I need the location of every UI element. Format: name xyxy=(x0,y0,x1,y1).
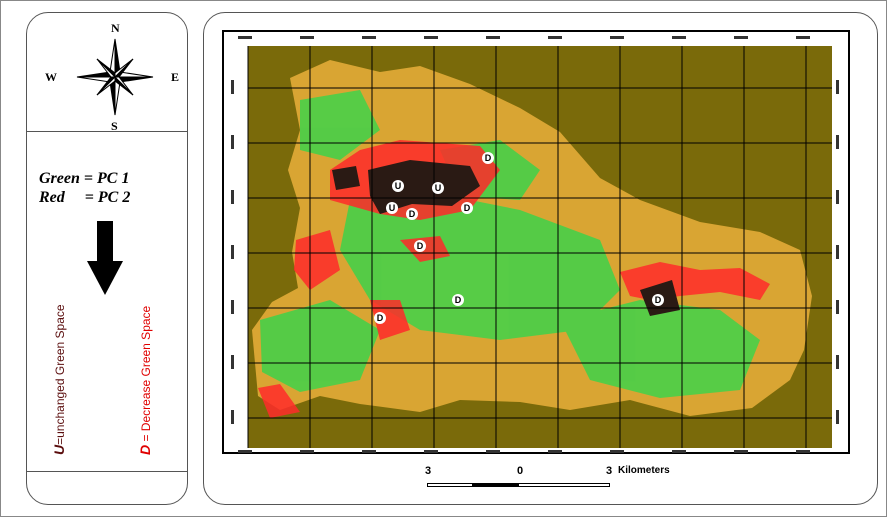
svg-text:D: D xyxy=(409,209,416,219)
compass-rose-icon xyxy=(76,38,154,116)
svg-text:U: U xyxy=(395,181,402,191)
pc-legend: Green = PC 1 Red = PC 2 xyxy=(39,169,130,207)
legend-divider-top xyxy=(27,131,187,132)
svg-text:U: U xyxy=(389,203,396,213)
green-value: = PC 1 xyxy=(83,170,130,187)
scale-segment-3 xyxy=(518,483,610,487)
unchanged-marker-3: U xyxy=(432,182,444,194)
compass-east-label: E xyxy=(171,70,180,84)
red-key: Red xyxy=(39,189,65,206)
decrease-marker-3: D xyxy=(461,202,473,214)
pc2-legend-row: Red = PC 2 xyxy=(39,188,130,207)
compass-south-label: S xyxy=(111,119,118,133)
scale-unit-label: Kilometers xyxy=(618,465,670,476)
scale-bar: 3 0 3 Kilometers xyxy=(425,465,670,495)
svg-text:D: D xyxy=(377,313,384,323)
scale-segment-1 xyxy=(427,483,473,487)
down-arrow-icon xyxy=(87,221,123,295)
svg-text:D: D xyxy=(485,153,492,163)
compass-west-label: W xyxy=(45,70,57,84)
red-value: = PC 2 xyxy=(84,189,131,206)
svg-text:D: D xyxy=(464,203,471,213)
classified-map: U U U D D D D D D D xyxy=(231,36,839,453)
decrease-marker-1: D xyxy=(482,152,494,164)
decrease-marker-5: D xyxy=(452,294,464,306)
scale-center-label: 0 xyxy=(517,465,524,477)
decrease-marker-6: D xyxy=(374,312,386,324)
green-key: Green xyxy=(39,170,80,187)
scale-left-label: 3 xyxy=(425,465,432,477)
unchanged-marker-1: U xyxy=(392,180,404,192)
svg-text:D: D xyxy=(655,295,662,305)
decrease-marker-4: D xyxy=(414,240,426,252)
decrease-marker-7: D xyxy=(652,294,664,306)
svg-text:D: D xyxy=(417,241,424,251)
legend-panel: N S W E Green = PC 1 Red = PC 2 U=unchan… xyxy=(26,12,188,505)
svg-text:U: U xyxy=(435,183,442,193)
north-arrow-compass: N S W E xyxy=(45,21,179,133)
svg-text:D: D xyxy=(455,295,462,305)
pc1-legend-row: Green = PC 1 xyxy=(39,169,130,188)
unchanged-marker-2: U xyxy=(386,202,398,214)
compass-north-label: N xyxy=(111,21,120,35)
map-grid xyxy=(247,46,832,448)
legend-divider-bottom xyxy=(27,471,187,472)
decrease-marker-2: D xyxy=(406,208,418,220)
green-pc1-areas xyxy=(260,90,760,398)
change-markers: U U U D D D D D D D xyxy=(374,152,664,324)
map-ticks xyxy=(231,36,839,453)
scale-right-label: 3 xyxy=(606,465,613,477)
scale-segment-2 xyxy=(472,483,519,487)
